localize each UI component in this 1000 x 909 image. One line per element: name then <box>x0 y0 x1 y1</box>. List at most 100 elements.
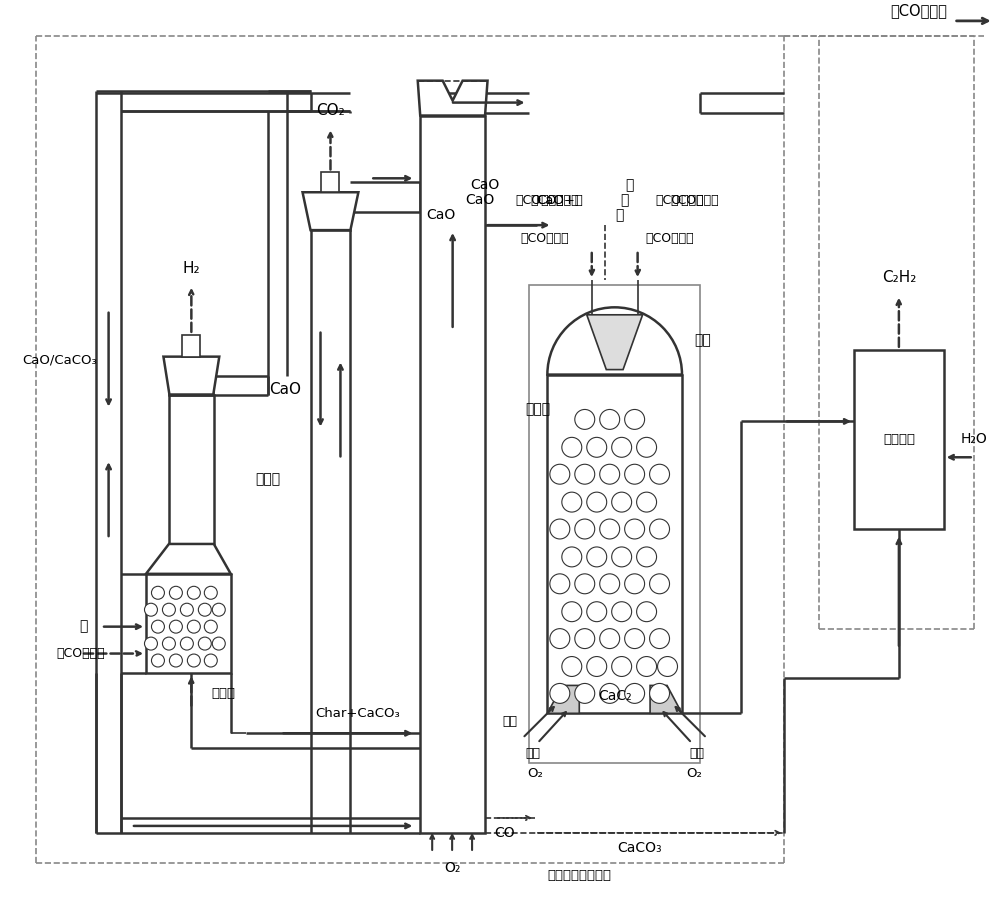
Circle shape <box>650 519 670 539</box>
Text: CaC₂: CaC₂ <box>598 689 631 704</box>
Circle shape <box>600 519 620 539</box>
Circle shape <box>637 492 657 512</box>
Circle shape <box>562 547 582 567</box>
Text: 富CO合成气: 富CO合成气 <box>531 194 579 206</box>
Circle shape <box>625 464 645 484</box>
Text: CaO: CaO <box>426 208 455 222</box>
Circle shape <box>550 629 570 648</box>
Text: C₂H₂: C₂H₂ <box>882 271 916 285</box>
Text: CO₂: CO₂ <box>316 103 345 118</box>
Text: 水蔟气: 水蔟气 <box>211 687 235 700</box>
Text: CaCO₃: CaCO₃ <box>617 841 662 854</box>
Text: CaO: CaO <box>470 178 500 193</box>
Polygon shape <box>547 685 579 714</box>
Text: Char+CaCO₃: Char+CaCO₃ <box>316 707 400 720</box>
Bar <box>321 173 339 193</box>
Bar <box>146 574 231 674</box>
Circle shape <box>204 654 217 667</box>
Wedge shape <box>547 307 682 375</box>
Circle shape <box>187 586 200 599</box>
Circle shape <box>587 602 607 622</box>
Text: CaO: CaO <box>465 194 495 207</box>
Text: 富CO合成气: 富CO合成气 <box>655 194 704 206</box>
Circle shape <box>625 684 645 704</box>
Circle shape <box>550 574 570 594</box>
Circle shape <box>144 604 157 616</box>
Circle shape <box>550 464 570 484</box>
Circle shape <box>637 656 657 676</box>
Circle shape <box>212 637 225 650</box>
Circle shape <box>151 654 164 667</box>
Bar <box>169 356 213 395</box>
Text: CaO+灰: CaO+灰 <box>536 194 583 206</box>
Circle shape <box>600 409 620 429</box>
Circle shape <box>600 629 620 648</box>
Text: 焦炭: 焦炭 <box>689 746 704 760</box>
Text: 富CO合成气: 富CO合成气 <box>56 647 105 660</box>
Circle shape <box>562 602 582 622</box>
Circle shape <box>612 437 632 457</box>
Circle shape <box>575 409 595 429</box>
Circle shape <box>625 409 645 429</box>
Text: 富CO合成气: 富CO合成气 <box>521 232 569 245</box>
Circle shape <box>650 629 670 648</box>
Circle shape <box>151 620 164 634</box>
Polygon shape <box>650 685 682 714</box>
Text: H₂O: H₂O <box>960 433 987 446</box>
Circle shape <box>625 629 645 648</box>
Text: 富CO合成气: 富CO合成气 <box>645 232 694 245</box>
Circle shape <box>212 604 225 616</box>
Circle shape <box>180 637 193 650</box>
Circle shape <box>625 574 645 594</box>
Circle shape <box>198 637 211 650</box>
Circle shape <box>650 464 670 484</box>
Text: 电石渣改性吸附剂: 电石渣改性吸附剂 <box>548 869 612 883</box>
Circle shape <box>187 620 200 634</box>
Circle shape <box>587 492 607 512</box>
Text: 高炉: 高炉 <box>694 333 711 346</box>
Circle shape <box>650 574 670 594</box>
Bar <box>547 375 682 714</box>
Text: 煌: 煌 <box>625 178 634 193</box>
Text: O₂: O₂ <box>527 766 543 780</box>
Circle shape <box>187 654 200 667</box>
Polygon shape <box>163 356 219 395</box>
Text: 锻烧炉: 锻烧炉 <box>525 403 550 416</box>
Bar <box>169 395 214 544</box>
Circle shape <box>144 637 157 650</box>
Circle shape <box>587 437 607 457</box>
Circle shape <box>550 519 570 539</box>
Circle shape <box>169 586 182 599</box>
Circle shape <box>637 547 657 567</box>
Text: 煌: 煌 <box>615 208 624 222</box>
Text: O₂: O₂ <box>444 861 461 874</box>
Circle shape <box>625 519 645 539</box>
Text: 富CO合成气: 富CO合成气 <box>516 194 564 206</box>
Text: 煌: 煌 <box>79 620 87 634</box>
Circle shape <box>612 656 632 676</box>
Text: 焦炭: 焦炭 <box>525 746 540 760</box>
Circle shape <box>575 684 595 704</box>
Text: 电石渣浆: 电石渣浆 <box>883 433 915 445</box>
Polygon shape <box>303 193 358 230</box>
Bar <box>311 193 350 230</box>
Circle shape <box>587 547 607 567</box>
Circle shape <box>562 492 582 512</box>
Circle shape <box>658 656 678 676</box>
Circle shape <box>204 620 217 634</box>
Text: 富CO合成气: 富CO合成气 <box>670 194 719 206</box>
Polygon shape <box>587 315 643 370</box>
Text: CO: CO <box>495 826 515 840</box>
Circle shape <box>550 684 570 704</box>
Bar <box>420 115 485 833</box>
Circle shape <box>162 637 175 650</box>
Circle shape <box>600 464 620 484</box>
Circle shape <box>162 604 175 616</box>
Circle shape <box>562 656 582 676</box>
Circle shape <box>180 604 193 616</box>
Circle shape <box>637 437 657 457</box>
Circle shape <box>637 602 657 622</box>
Polygon shape <box>418 81 488 115</box>
Circle shape <box>575 519 595 539</box>
Polygon shape <box>146 544 231 574</box>
